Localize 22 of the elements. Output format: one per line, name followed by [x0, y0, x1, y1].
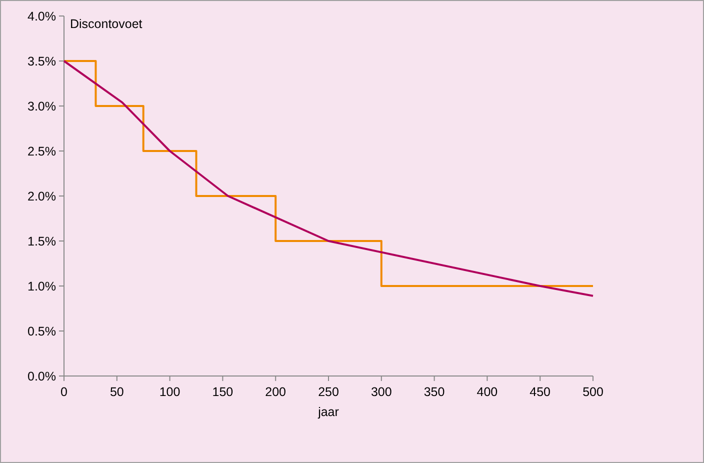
y-tick-label: 1.0%	[28, 279, 56, 294]
x-tick-label: 350	[424, 385, 445, 399]
x-axis-title: jaar	[317, 405, 339, 419]
x-tick-label: 200	[265, 385, 286, 399]
y-tick-label: 1.5%	[28, 234, 56, 248]
x-tick-label: 50	[110, 385, 124, 399]
x-tick-label: 100	[159, 385, 180, 399]
x-tick-label: 250	[318, 385, 339, 399]
y-tick-label: 2.5%	[28, 144, 56, 158]
x-tick-label: 150	[212, 385, 234, 399]
y-tick-label: 0.5%	[28, 324, 56, 338]
x-tick-label: 500	[582, 385, 604, 399]
y-tick-label: 0.0%	[28, 369, 56, 384]
y-tick-label: 3.0%	[28, 99, 56, 114]
x-tick-label: 300	[370, 385, 392, 399]
x-tick-label: 400	[476, 385, 498, 399]
x-tick-label: 0	[60, 385, 68, 399]
y-tick-label: 4.0%	[28, 9, 56, 24]
x-tick-label: 450	[530, 385, 551, 399]
y-axis-title: Discontovoet	[70, 17, 143, 31]
y-tick-label: 2.0%	[28, 189, 56, 204]
y-tick-label: 3.5%	[28, 54, 56, 68]
